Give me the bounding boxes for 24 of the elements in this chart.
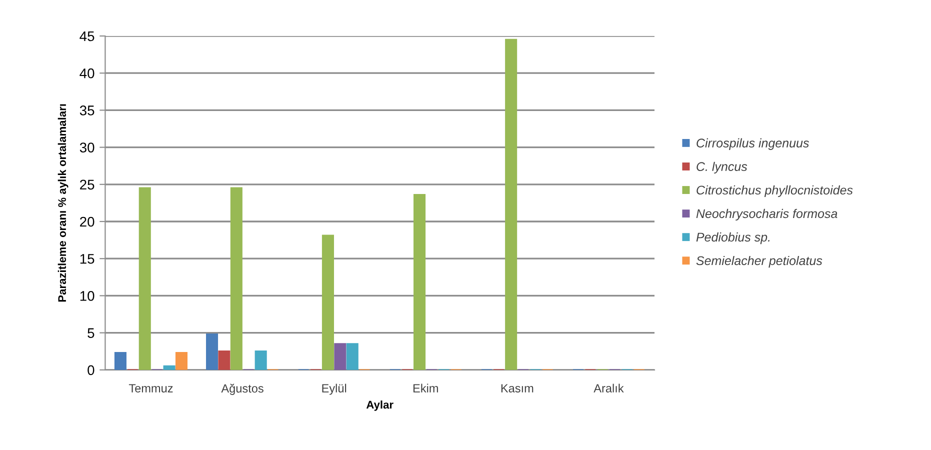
legend-label: Pediobius sp. [696,232,770,244]
legend-label: Citrostichus phyllocnistoides [696,185,853,198]
y-tick-label: 35 [80,106,94,116]
x-tick-label: Ekim [413,384,438,392]
y-tick-label: 0 [88,365,94,376]
x-tick-label: Ağustos [221,384,264,395]
legend-label: Semielacher petiolatus [696,256,822,268]
y-tick-label: 5 [88,328,94,338]
y-axis-title: Parazitleme oranı % aylık ortalamaları [58,104,68,302]
y-tick-label: 25 [80,180,94,190]
x-tick-label: Aralık [594,384,624,392]
y-tick-label: 10 [80,291,94,301]
y-tick-label: 20 [80,216,94,227]
x-tick-label: Eylül [322,384,346,395]
legend-label: Neochrysocharis formosa [696,208,838,221]
legend-label: C. lyncus [696,162,748,174]
y-tick-label: 30 [80,142,94,152]
y-tick-label: 40 [80,68,94,78]
legend-label: Cirrospilus ingenuus [696,138,809,150]
y-tick-label: 45 [80,31,94,42]
x-tick-label: Temmuz [128,384,173,392]
x-tick-label: Kasım [501,384,534,392]
y-tick-label: 15 [80,254,94,264]
x-axis-title: Aylar [366,400,394,411]
